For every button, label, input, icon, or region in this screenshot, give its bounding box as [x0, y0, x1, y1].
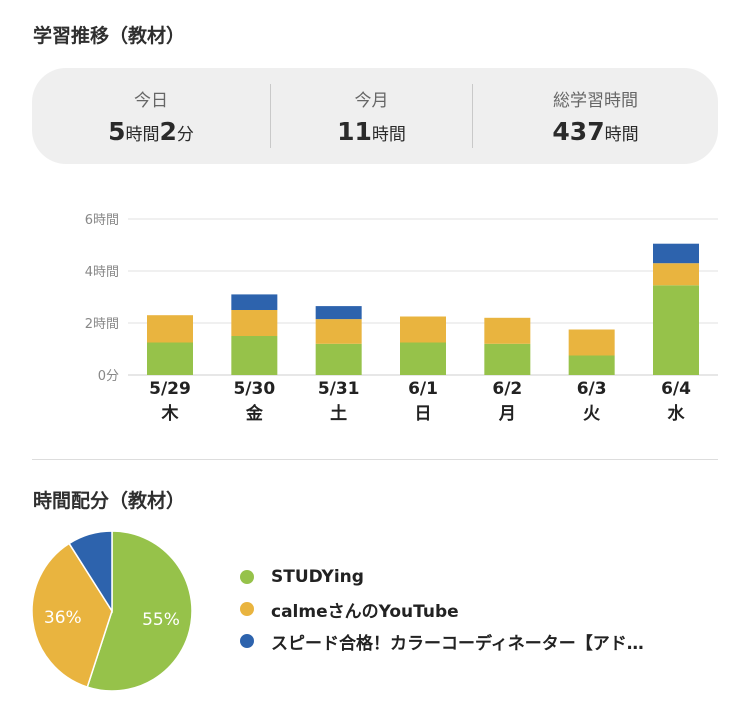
legend-label: calmeさんのYouTube [271, 601, 459, 622]
bar-segment [315, 306, 362, 320]
pie-slice [68, 530, 113, 614]
y-tick-label: 0分 [98, 369, 119, 384]
x-date-label: 6/3 [577, 379, 607, 399]
y-tick-label: 2時間 [85, 317, 119, 332]
bar-segment [653, 285, 699, 375]
bar-segment [315, 319, 362, 344]
distribution-section-title: 時間配分（教材） [33, 490, 186, 512]
bar-segment [653, 263, 699, 286]
bar-segment [484, 317, 531, 344]
total-value: 437時間 [473, 117, 718, 146]
legend-color-dot [240, 570, 254, 584]
month-label: 今月 [354, 91, 389, 111]
bar-segment [231, 310, 278, 336]
month-value: 11時間 [271, 117, 472, 146]
legend-label: スピード合格！カラーコーディネーター【アド… [271, 633, 644, 654]
x-date-label: 6/2 [492, 379, 522, 399]
total-label: 総学習時間 [553, 91, 638, 111]
legend-label: STUDYing [271, 567, 364, 587]
y-tick-label: 4時間 [85, 265, 119, 280]
x-date-label: 5/30 [233, 379, 275, 399]
summary-divider [270, 84, 271, 148]
today-value: 5時間2分 [32, 117, 270, 146]
month-hours-unit: 時間 [371, 125, 406, 145]
x-weekday-label: 月 [498, 404, 516, 424]
legend-item: STUDYing [240, 562, 364, 592]
bar-segment [147, 315, 193, 343]
bar-segment [400, 316, 446, 343]
distribution-pie-chart: 55% 36% [31, 530, 193, 692]
bar-segment [653, 243, 699, 264]
bar-segment [568, 329, 615, 356]
x-weekday-label: 土 [330, 403, 347, 424]
y-tick-label: 6時間 [85, 213, 119, 228]
trend-section-title: 学習推移（教材） [33, 25, 186, 47]
bar-segment [147, 342, 193, 375]
total-stat: 総学習時間 437時間 [473, 68, 718, 164]
today-label: 今日 [134, 91, 168, 111]
bar-segment [484, 343, 531, 375]
legend-item: スピード合格！カラーコーディネーター【アド… [240, 626, 644, 656]
legend-color-dot [240, 634, 254, 648]
today-stat: 今日 5時間2分 [32, 68, 270, 164]
month-hours: 11 [337, 117, 372, 146]
total-hours-unit: 時間 [604, 125, 639, 145]
bar-segment [315, 343, 362, 375]
summary-card: 今日 5時間2分 今月 11時間 総学習時間 437時間 [32, 68, 718, 164]
pie-percent-label: 55% [142, 610, 180, 630]
x-weekday-label: 水 [668, 403, 686, 424]
x-date-label: 5/31 [318, 379, 360, 399]
x-date-label: 6/4 [661, 379, 691, 399]
bar-segment [400, 342, 446, 375]
summary-divider [472, 84, 473, 148]
x-date-label: 5/29 [149, 379, 191, 399]
today-hours: 5 [108, 117, 126, 146]
section-divider [32, 459, 718, 460]
x-weekday-label: 火 [583, 404, 601, 424]
pie-percent-label: 36% [44, 608, 82, 628]
x-weekday-label: 日 [415, 404, 432, 424]
pie-slice [86, 530, 193, 692]
today-minutes-unit: 分 [176, 125, 194, 145]
total-hours: 437 [552, 117, 605, 146]
today-minutes: 2 [159, 117, 177, 146]
month-stat: 今月 11時間 [271, 68, 472, 164]
bar-segment [568, 355, 615, 375]
legend-color-dot [240, 602, 254, 616]
x-weekday-label: 金 [245, 403, 264, 424]
legend-item: calmeさんのYouTube [240, 594, 459, 624]
bar-segment [231, 294, 278, 310]
pie-slice [31, 542, 113, 689]
bar-segment [231, 336, 278, 375]
today-hours-unit: 時間 [125, 125, 160, 145]
x-date-label: 6/1 [408, 379, 438, 399]
study-trend-chart: 0分 2時間 4時間 6時間 5/29 木 5/30 金 5/31 土 6/1 日 6/2 月 6/3 火 6/… [85, 213, 718, 424]
x-weekday-label: 木 [161, 403, 180, 424]
